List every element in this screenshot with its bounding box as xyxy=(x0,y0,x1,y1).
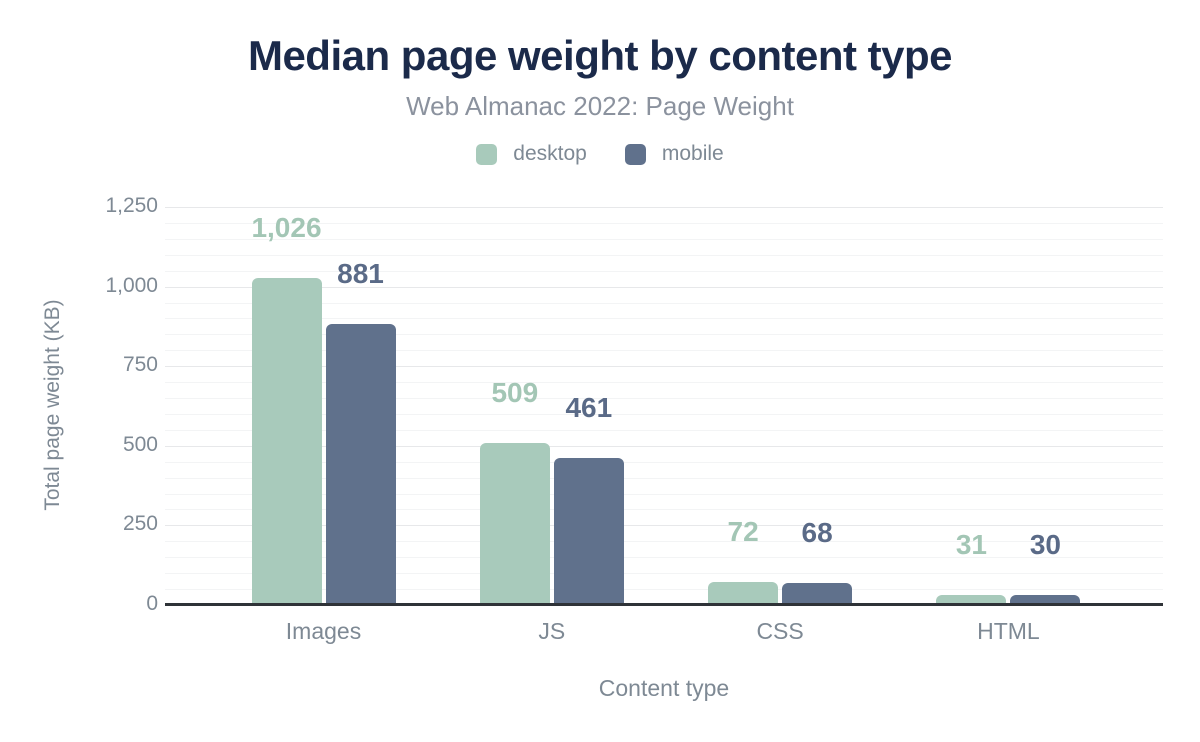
minor-gridline xyxy=(165,461,1163,463)
minor-gridline xyxy=(165,382,1163,384)
y-tick-label: 1,000 xyxy=(105,273,158,297)
legend-label-desktop: desktop xyxy=(513,142,587,165)
minor-gridline xyxy=(165,334,1163,336)
x-tick-label-js: JS xyxy=(538,618,566,644)
legend-label-mobile: mobile xyxy=(661,142,724,165)
minor-gridline xyxy=(165,589,1163,591)
bar-mobile-images[interactable] xyxy=(325,324,396,605)
bar-desktop-css[interactable] xyxy=(708,582,779,605)
minor-gridline xyxy=(165,413,1163,415)
y-tick-label: 750 xyxy=(122,353,158,377)
minor-gridline xyxy=(165,350,1163,352)
chart-title: Median page weight by content type xyxy=(247,32,953,79)
bar-mobile-html[interactable] xyxy=(1010,595,1081,605)
major-gridline xyxy=(165,525,1163,527)
chart-subtitle: Web Almanac 2022: Page Weight xyxy=(406,91,794,121)
major-gridline xyxy=(165,366,1163,368)
major-gridline xyxy=(165,286,1163,288)
bar-value-label: 1,026 xyxy=(251,212,322,244)
minor-gridline xyxy=(165,493,1163,495)
minor-gridline xyxy=(165,509,1163,511)
minor-gridline xyxy=(165,302,1163,304)
bar-value-label: 68 xyxy=(801,517,833,549)
minor-gridline xyxy=(165,254,1163,256)
minor-gridline xyxy=(165,557,1163,559)
major-gridline xyxy=(165,207,1163,208)
bar-mobile-css[interactable] xyxy=(782,583,853,605)
bar-value-label: 461 xyxy=(565,392,613,424)
bar-value-label: 881 xyxy=(337,258,384,290)
minor-gridline xyxy=(165,318,1163,320)
x-tick-label-images: Images xyxy=(285,618,362,644)
minor-gridline xyxy=(165,238,1163,240)
y-tick-label: 0 xyxy=(146,592,158,615)
desktop-series-swatch-icon xyxy=(476,143,498,165)
bar-desktop-html[interactable] xyxy=(936,595,1007,605)
x-axis-title: Content type xyxy=(598,675,730,701)
legend: desktop mobile xyxy=(0,142,1200,166)
bar-mobile-js[interactable] xyxy=(553,458,624,605)
major-gridline xyxy=(165,445,1163,447)
minor-gridline xyxy=(165,398,1163,400)
y-tick-label: 500 xyxy=(122,432,158,456)
bar-desktop-images[interactable] xyxy=(251,278,322,605)
minor-gridline xyxy=(165,541,1163,543)
y-tick-label: 1,250 xyxy=(105,194,158,217)
bar-value-label: 72 xyxy=(727,516,759,548)
minor-gridline xyxy=(165,270,1163,272)
minor-gridline xyxy=(165,429,1163,431)
bar-value-label: 30 xyxy=(1029,529,1061,561)
bar-desktop-js[interactable] xyxy=(479,442,550,605)
legend-item-mobile[interactable]: mobile xyxy=(624,142,724,166)
x-tick-label-html: HTML xyxy=(977,618,1040,644)
minor-gridline xyxy=(165,477,1163,479)
y-tick-label: 250 xyxy=(122,512,158,536)
bar-value-label: 509 xyxy=(491,376,539,408)
legend-item-desktop[interactable]: desktop xyxy=(476,142,587,166)
y-axis-title: Total page weight (KB) xyxy=(41,299,64,511)
mobile-series-swatch-icon xyxy=(624,143,646,165)
bar-value-label: 31 xyxy=(955,529,987,561)
minor-gridline xyxy=(165,222,1163,224)
minor-gridline xyxy=(165,573,1163,575)
x-tick-label-css: CSS xyxy=(756,618,804,644)
x-axis-line xyxy=(165,603,1163,606)
